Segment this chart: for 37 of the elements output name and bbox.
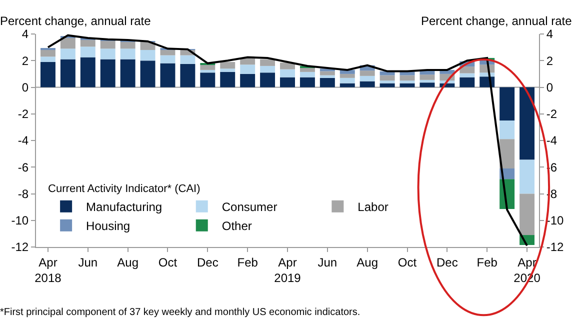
y-tick-label: -6 bbox=[18, 160, 29, 174]
legend-label: Labor bbox=[358, 200, 388, 214]
legend-label: Other bbox=[222, 219, 252, 234]
x-tick-label: Aug bbox=[117, 255, 138, 270]
y-axis-title: Percent change, annual rate bbox=[0, 14, 152, 28]
y-tick-label: -12 bbox=[11, 240, 29, 254]
x-tick-label: Apr 2019 bbox=[274, 255, 302, 285]
x-tick-label: Feb bbox=[237, 255, 258, 270]
x-tick-label: Dec bbox=[436, 255, 458, 270]
y-tick-label: -8 bbox=[18, 186, 29, 201]
y2-tick-label: -2 bbox=[546, 107, 558, 122]
legend-label: Consumer bbox=[222, 200, 278, 214]
x-tick-label: Apr 2018 bbox=[34, 255, 62, 285]
y2-tick-label: -12 bbox=[546, 240, 564, 254]
y2-tick-label: -10 bbox=[546, 214, 564, 228]
y2-tick-label: 0 bbox=[546, 80, 554, 94]
text: *First principal component of 37 key weekly and monthly US economic indicators. bbox=[0, 307, 360, 318]
y-tick-label: 2 bbox=[22, 54, 29, 68]
x-tick-label: Jun bbox=[318, 255, 338, 270]
x-tick-label: Oct bbox=[398, 255, 418, 270]
y2-tick-label: 4 bbox=[546, 27, 554, 42]
y-tick-label: -4 bbox=[18, 134, 29, 148]
x-tick-label: Oct bbox=[158, 255, 178, 270]
y-tick-label: -2 bbox=[18, 107, 29, 122]
y2-axis-title: Percent change, annual rate bbox=[421, 14, 572, 28]
y2-tick-label: 2 bbox=[546, 54, 554, 68]
x-tick-label: Feb bbox=[476, 255, 498, 270]
legend-label: Housing bbox=[86, 219, 130, 234]
legend-title: Current Activity Indicator* (CAI) bbox=[48, 182, 200, 195]
y-tick-label: -10 bbox=[11, 214, 29, 228]
y-tick-label: 4 bbox=[22, 27, 29, 42]
y-tick-label: 0 bbox=[22, 80, 29, 94]
y2-tick-label: -4 bbox=[546, 134, 558, 148]
legend-label: Manufacturing bbox=[86, 200, 162, 214]
x-tick-label: Jun bbox=[78, 255, 98, 270]
x-tick-label: Dec bbox=[196, 255, 218, 270]
x-tick-label: Aug bbox=[356, 255, 378, 270]
